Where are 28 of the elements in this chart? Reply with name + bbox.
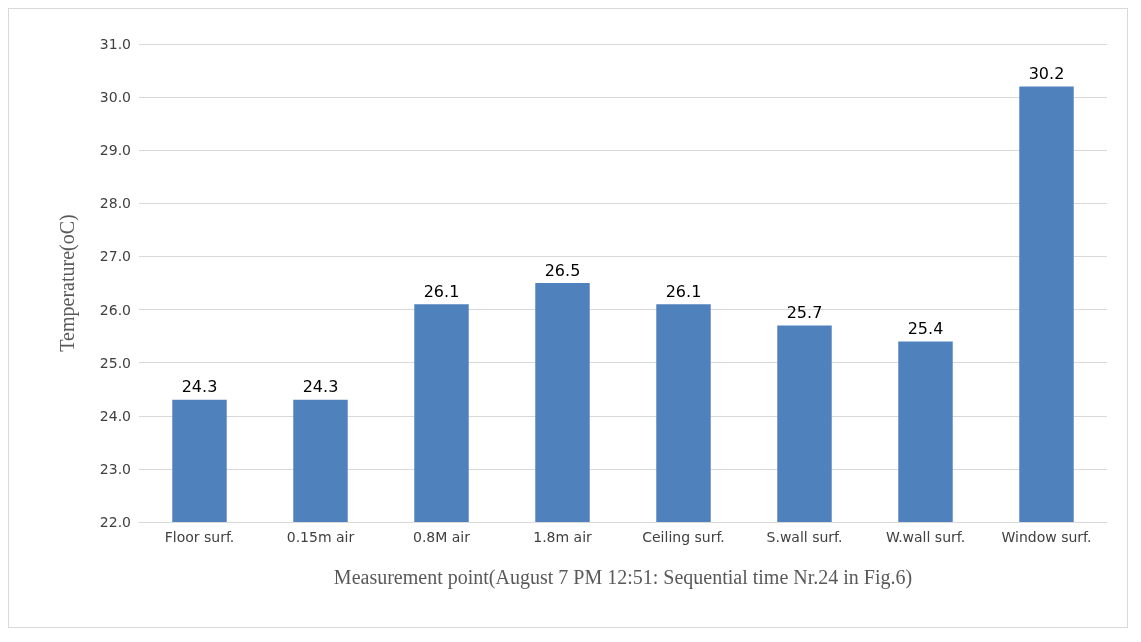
- data-label: 24.3: [302, 377, 339, 397]
- x-tick-label: Floor surf.: [164, 529, 235, 545]
- x-tick-label: S.wall surf.: [766, 529, 843, 545]
- data-label: 25.4: [907, 318, 944, 338]
- y-tick-label: 25.0: [99, 354, 131, 371]
- x-axis-title: Measurement point(August 7 PM 12:51: Sequential time Nr.24 in Fig.6): [333, 566, 913, 589]
- y-axis-title: Temperature(oC): [56, 214, 79, 352]
- x-tick-label: Window surf.: [1001, 529, 1092, 545]
- y-tick-label: 23.0: [99, 460, 131, 477]
- y-tick-label: 29.0: [99, 142, 131, 159]
- x-tick-label: 1.8m air: [533, 529, 593, 545]
- data-label: 25.7: [786, 302, 823, 322]
- x-tick-label: W.wall surf.: [885, 529, 966, 545]
- x-tick-label: 0.8M air: [412, 529, 471, 545]
- data-label: 26.1: [423, 281, 460, 301]
- x-tick-label: 0.15m air: [286, 529, 355, 545]
- y-tick-label: 31.0: [99, 36, 131, 52]
- y-tick-label: 24.0: [99, 407, 131, 424]
- y-tick-label: 28.0: [99, 195, 131, 212]
- y-tick-label: 22.0: [99, 514, 131, 530]
- data-label: 26.5: [544, 260, 581, 280]
- data-label: 30.2: [1028, 63, 1065, 83]
- data-label: 26.1: [665, 281, 702, 301]
- y-tick-label: 30.0: [99, 89, 131, 106]
- y-tick-label: 26.0: [99, 301, 131, 318]
- x-tick-label: Ceiling surf.: [642, 529, 725, 545]
- data-label: 24.3: [181, 377, 218, 397]
- y-tick-label: 27.0: [99, 248, 131, 265]
